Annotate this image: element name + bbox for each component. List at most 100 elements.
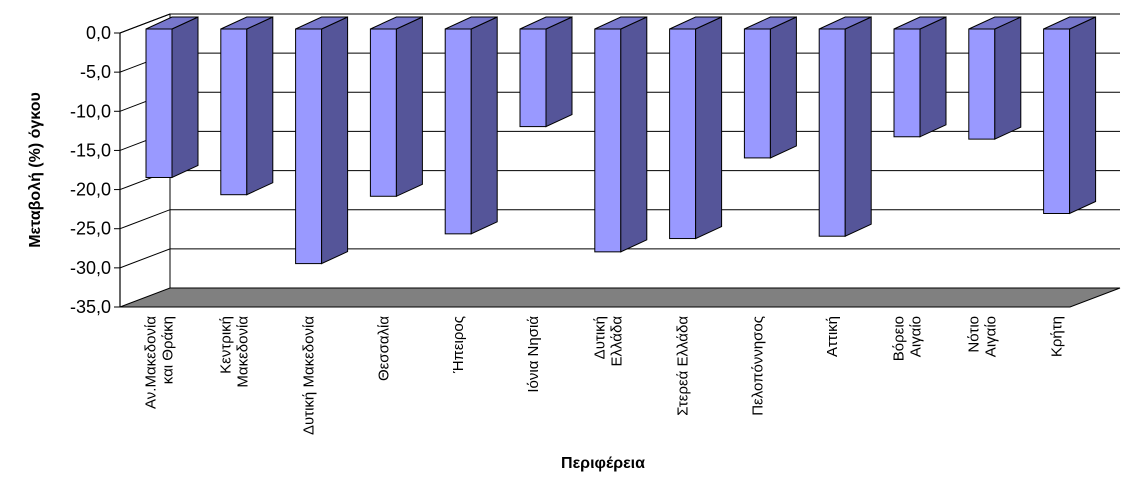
x-tick-label: Δυτική Ελλάδα [591,316,625,367]
x-tick-label: Νότιο Αιγαίο [965,316,999,357]
y-tick-label: 0,0 [86,23,111,43]
bar-top [220,16,274,30]
x-tick-label-line: Ελλάδα [608,316,625,367]
x-tick-label: Στερεά Ελλάδα [675,316,692,416]
y-tick-label: -25,0 [70,219,111,239]
bar [968,16,1022,140]
x-tick-label-line: Δυτική Μακεδονία [301,316,318,435]
bar-front [594,28,622,253]
x-tick-label: Κεντρική Μακεδονία [217,316,251,388]
x-tick-label: Θεσσαλία [375,316,392,381]
bar-top [594,16,648,30]
bar [220,16,274,196]
chart-floor [119,287,1121,308]
x-tick-label-line: Θεσσαλία [375,316,392,381]
bar-front [220,28,248,196]
x-tick-label-line: Κρήτη [1049,316,1066,357]
x-tick-label-line: Στερεά Ελλάδα [675,316,692,416]
bar-front [295,28,323,265]
y-tick-label: -15,0 [70,140,111,160]
x-tick-label-line: Κεντρική [217,316,234,374]
bar-front [968,28,996,140]
bar-top [145,16,199,30]
bar-side [171,16,199,179]
bar-top [444,16,498,30]
bar-side [994,16,1022,140]
bar-front [369,28,397,197]
bar-top [669,16,722,30]
bar-side [395,16,423,198]
bar [369,16,423,198]
floor-plane [119,287,1121,308]
bar-side [919,16,947,138]
bar [1043,16,1097,215]
x-tick-label-line: Νότιο [965,316,982,353]
y-tick-label: -10,0 [70,101,111,121]
bar-side [769,16,797,159]
x-tick-label-line: Πελοπόννησος [749,316,766,416]
x-tick-label: Ήπειρος [450,316,467,374]
x-axis-title: Περιφέρεια [561,455,645,472]
bar [594,16,648,253]
y-axis-title: Μεταβολή (%) όγκου [27,92,44,248]
y-tick-label: -5,0 [80,62,111,82]
x-tick-label: Κρήτη [1049,316,1066,357]
bar-side [321,16,349,265]
bar-front [145,28,173,178]
bar [295,16,349,265]
axis-top-diag [119,13,171,34]
x-tick-label-line: Αττική [824,316,841,357]
x-tick-label-line: Ιόνια Νησιά [525,316,542,393]
bar-front [519,28,547,128]
x-tick-label-line: Βόρειο [891,316,908,361]
bar [444,16,498,235]
x-tick-label: Βόρειο Αιγαίο [891,316,925,361]
bar-side [545,16,573,128]
bar-top [818,16,872,30]
bar-top [1043,16,1096,30]
bar-front [893,28,921,138]
bar-side [1069,16,1097,215]
bar-front [669,28,697,240]
bar-top [968,16,1022,30]
x-tick-label: Ιόνια Νησιά [525,316,542,393]
x-tick-labels: Αν.Μακεδονία και Θράκη Κεντρική Μακεδονία Δυ… [143,316,1066,435]
bar-side [695,16,723,240]
bar-top [744,16,797,30]
bar-side [844,16,872,237]
bar [519,16,573,128]
bar-side [246,16,274,196]
bar-side [620,16,648,253]
bar-side [470,16,498,235]
bar-top [370,16,423,30]
x-tick-label: Αν.Μακεδονία και Θράκη [143,316,177,409]
bar-front [743,28,771,159]
bar [893,16,947,138]
x-tick-label-line: Μακεδονία [234,316,251,388]
x-tick-label-line: Αιγαίο [982,316,999,357]
bar-top [519,16,573,30]
y-tick-labels: 0,0 -5,0 -10,0 -15,0 -20,0 -25,0 -30,0 -35,0 [70,23,111,317]
x-tick-label-line: Ήπειρος [450,316,467,374]
bar-top [295,16,348,30]
y-tick-label: -20,0 [70,180,111,200]
bar-front [444,28,472,235]
y-tick-label: -35,0 [70,297,111,317]
x-tick-label-line: Αν.Μακεδονία [143,316,160,409]
x-tick-label-line: και Θράκη [160,316,177,384]
bar-front [1043,28,1071,214]
bars [145,16,1097,265]
x-tick-label-line: Αιγαίο [908,316,925,357]
x-tick-label-line: Δυτική [591,316,608,359]
x-tick-label: Πελοπόννησος [749,316,766,416]
bar [743,16,797,159]
bar-front [818,28,846,237]
bar [145,16,199,179]
bar [818,16,872,237]
x-tick-label: Δυτική Μακεδονία [301,316,318,435]
bar-top [893,16,947,30]
x-tick-label: Αττική [824,316,841,357]
bar [669,16,723,240]
